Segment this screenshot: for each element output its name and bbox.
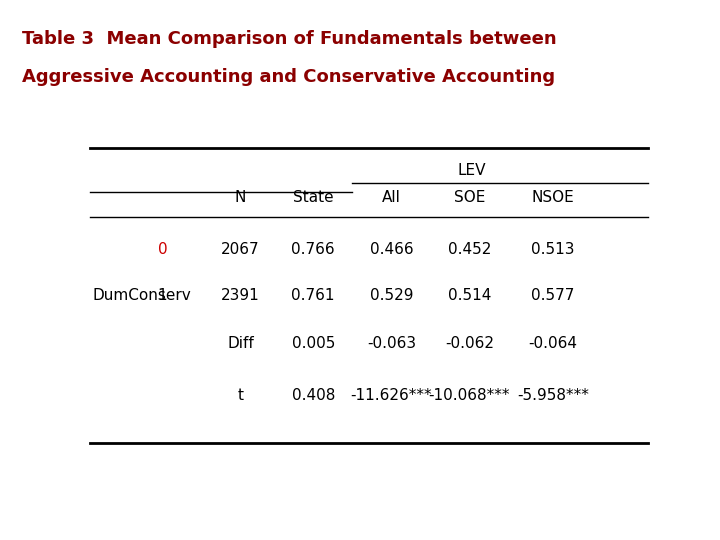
Text: 1: 1 <box>158 288 167 303</box>
Text: 0.577: 0.577 <box>531 288 575 303</box>
Text: -5.958***: -5.958*** <box>517 388 589 403</box>
Text: 0.529: 0.529 <box>369 288 413 303</box>
Text: 2067: 2067 <box>221 242 260 258</box>
Text: Diff: Diff <box>228 336 254 351</box>
Text: State: State <box>293 191 333 205</box>
Text: -0.062: -0.062 <box>445 336 494 351</box>
Text: t: t <box>238 388 243 403</box>
Text: 2391: 2391 <box>221 288 260 303</box>
Text: 0.513: 0.513 <box>531 242 575 258</box>
Text: -0.064: -0.064 <box>528 336 577 351</box>
Text: 0.761: 0.761 <box>292 288 335 303</box>
Text: 0.005: 0.005 <box>292 336 335 351</box>
Text: N: N <box>235 191 246 205</box>
Text: Table 3  Mean Comparison of Fundamentals between: Table 3 Mean Comparison of Fundamentals … <box>22 30 557 48</box>
Text: -11.626***: -11.626*** <box>351 388 432 403</box>
Text: Aggressive Accounting and Conservative Accounting: Aggressive Accounting and Conservative A… <box>22 68 554 85</box>
Text: 0: 0 <box>158 242 167 258</box>
Text: 0.766: 0.766 <box>292 242 335 258</box>
Text: 0.514: 0.514 <box>448 288 491 303</box>
Text: NSOE: NSOE <box>532 191 575 205</box>
Text: All: All <box>382 191 401 205</box>
Text: SOE: SOE <box>454 191 485 205</box>
Text: 0.408: 0.408 <box>292 388 335 403</box>
Text: LEV: LEV <box>458 163 487 178</box>
Text: -0.063: -0.063 <box>366 336 416 351</box>
Text: DumConserv: DumConserv <box>93 288 192 303</box>
Text: 0.466: 0.466 <box>369 242 413 258</box>
Text: -10.068***: -10.068*** <box>428 388 510 403</box>
Text: 0.452: 0.452 <box>448 242 491 258</box>
